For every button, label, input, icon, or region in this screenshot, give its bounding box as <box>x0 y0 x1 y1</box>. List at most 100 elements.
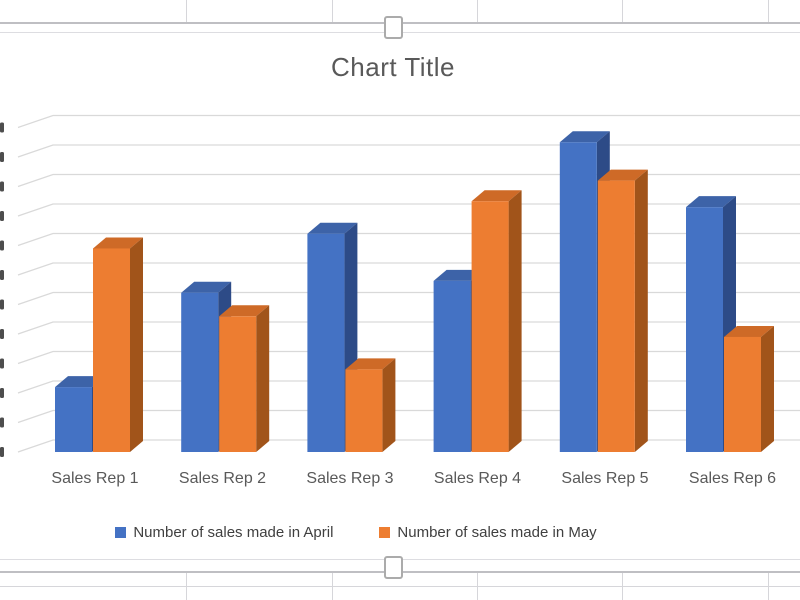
bar-group-3[interactable] <box>307 222 396 452</box>
bar-group-5[interactable] <box>559 131 648 452</box>
bar-front-face <box>219 316 257 452</box>
cell-border-line <box>332 573 333 600</box>
bar-sales-rep-1-number-of-sales-made-in-may[interactable] <box>93 237 143 452</box>
gridline <box>17 350 800 365</box>
gridline <box>17 232 800 247</box>
y-axis-tick-label-fragment <box>0 152 4 162</box>
y-axis-tick-label-fragment <box>0 211 4 221</box>
bar-side-face <box>382 358 396 452</box>
bar-front-face <box>55 387 92 452</box>
bar-front-face <box>597 180 635 452</box>
bar-group-4[interactable] <box>433 190 522 452</box>
cell-border-line <box>186 0 187 22</box>
gridline <box>17 173 800 188</box>
bar-side-face <box>130 237 143 452</box>
gridline <box>17 439 800 453</box>
row-border-line <box>0 586 800 587</box>
bar-front-face <box>181 292 219 452</box>
cell-border-line <box>768 0 769 22</box>
y-axis-tick-label-fragment <box>0 270 4 280</box>
cell-border-line <box>332 0 333 22</box>
bar-top-face <box>307 222 358 234</box>
bar-front-face <box>559 142 597 452</box>
bar-top-face <box>181 281 232 293</box>
category-label[interactable]: Sales Rep 4 <box>433 470 522 487</box>
bar-side-face <box>761 325 774 452</box>
y-axis-tick-label-fragment <box>0 181 4 192</box>
bar-group-1[interactable] <box>55 237 143 452</box>
bar-top-face <box>597 169 648 181</box>
bar-front-face <box>686 207 723 452</box>
spreadsheet-cells-top[interactable] <box>0 0 800 22</box>
cell-border-line <box>622 573 623 600</box>
bar-sales-rep-5-number-of-sales-made-in-may[interactable] <box>597 169 648 452</box>
y-axis-tick-label-fragment <box>0 417 4 428</box>
y-axis-tick-label-fragment <box>0 240 4 251</box>
bar-top-face <box>345 358 396 370</box>
cell-border-line <box>622 0 623 22</box>
bar-top-face <box>471 190 522 202</box>
bar-group-6[interactable] <box>686 196 774 452</box>
legend-item[interactable]: Number of sales made in May <box>379 523 597 541</box>
cell-border-line <box>768 573 769 600</box>
bar-top-face <box>686 196 736 208</box>
bar-top-face <box>724 325 774 337</box>
bar-side-face <box>634 169 648 452</box>
bar-front-face <box>724 336 761 452</box>
y-axis-tick-label-fragment <box>0 447 4 457</box>
category-label[interactable]: Sales Rep 2 <box>178 470 267 487</box>
y-axis-tick-label-fragment <box>0 358 4 369</box>
bar-sales-rep-3-number-of-sales-made-in-may[interactable] <box>345 358 396 452</box>
gridline <box>17 144 800 158</box>
bar-top-face <box>559 131 610 143</box>
category-label[interactable]: Sales Rep 1 <box>51 470 139 487</box>
cell-border-line <box>477 573 478 600</box>
cell-border-line <box>186 573 187 600</box>
chart-title[interactable]: Chart Title <box>331 52 455 82</box>
bar-top-face <box>433 269 484 281</box>
legend-item[interactable]: Number of sales made in April <box>115 524 333 541</box>
category-label[interactable]: Sales Rep 3 <box>306 470 394 487</box>
bar-front-face <box>471 201 509 452</box>
gridline <box>17 409 800 424</box>
bar-top-face <box>55 376 105 388</box>
gridline <box>17 380 800 394</box>
gridline <box>17 321 800 335</box>
cell-border-line <box>477 0 478 22</box>
gridline <box>17 291 800 306</box>
bar-sales-rep-6-number-of-sales-made-in-may[interactable] <box>724 325 774 452</box>
category-label[interactable]: Sales Rep 6 <box>688 470 777 487</box>
bar-top-face <box>219 305 270 317</box>
bar-side-face <box>256 305 270 452</box>
gridline <box>17 262 800 276</box>
legend-swatch-icon <box>115 526 127 538</box>
bar-front-face <box>433 280 471 452</box>
bar-sales-rep-3-number-of-sales-made-in-april[interactable] <box>307 222 358 452</box>
bar-side-face <box>508 190 522 452</box>
bar-front-face <box>345 369 383 452</box>
bar-group-2[interactable] <box>181 281 270 452</box>
legend-label: Number of sales made in May <box>397 523 597 541</box>
legend-label: Number of sales made in April <box>133 523 334 541</box>
bar-sales-rep-2-number-of-sales-made-in-may[interactable] <box>219 305 270 452</box>
y-axis-tick-label-fragment <box>0 122 4 133</box>
gridline <box>17 114 800 129</box>
bar-top-face <box>93 237 143 249</box>
chart-legend[interactable]: Number of sales made in April Number of s… <box>0 520 712 544</box>
y-axis-tick-label-fragment <box>0 388 4 398</box>
bar-sales-rep-4-number-of-sales-made-in-may[interactable] <box>471 190 522 452</box>
legend-swatch-icon <box>379 526 391 538</box>
spreadsheet-cells-bottom[interactable] <box>0 573 800 600</box>
gridline <box>17 203 800 217</box>
chart-resize-handle-bottom[interactable] <box>384 556 403 579</box>
category-axis[interactable]: Sales Rep 1 Sales Rep 2 Sales Rep 3 Sales R… <box>0 470 800 494</box>
y-axis-tick-label-fragment <box>0 299 4 310</box>
plot-area[interactable] <box>0 0 800 530</box>
y-axis-tick-label-fragment <box>0 329 4 339</box>
category-label[interactable]: Sales Rep 5 <box>561 470 649 487</box>
bar-front-face <box>93 248 130 452</box>
chart-resize-handle-top[interactable] <box>384 16 403 39</box>
bar-front-face <box>307 233 345 452</box>
